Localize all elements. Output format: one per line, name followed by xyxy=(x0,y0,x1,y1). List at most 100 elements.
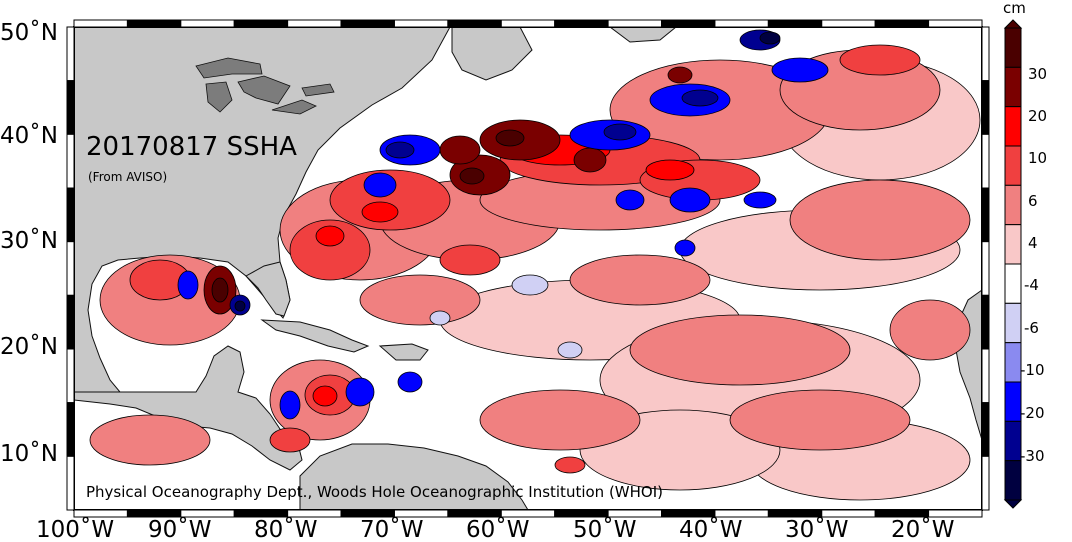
frame-block xyxy=(554,509,609,518)
frame-block xyxy=(821,19,876,28)
frame-block xyxy=(981,187,990,243)
frame-block xyxy=(981,80,990,135)
frame-block xyxy=(447,19,502,28)
frame-block xyxy=(126,19,182,28)
great-lakes xyxy=(195,57,335,115)
frame-block xyxy=(714,509,769,518)
colorbar-swatches xyxy=(1004,27,1022,501)
frame-block xyxy=(340,19,395,28)
colorbar-swatch xyxy=(1004,106,1022,147)
frame-block xyxy=(981,402,990,457)
frame-block xyxy=(607,19,663,28)
longitude-labels: 100˚W 90˚W 80˚W 70˚W 60˚W 50˚W 40˚W 30˚W… xyxy=(36,516,955,542)
frame-block xyxy=(340,509,395,518)
cuba-land xyxy=(260,319,370,353)
colorbar-swatch xyxy=(1004,302,1022,344)
colorbar-swatch xyxy=(1004,27,1022,68)
lon-label-30w: 30˚W xyxy=(785,516,849,542)
colorbar-swatch xyxy=(1004,381,1022,422)
hispaniola-land xyxy=(378,343,429,361)
land-masses xyxy=(74,27,982,510)
lon-label-70w: 70˚W xyxy=(360,516,424,542)
frame-block xyxy=(66,80,75,135)
florida-land xyxy=(245,261,291,317)
colorbar-label-20: 20 xyxy=(1028,107,1047,125)
colorbar-swatch xyxy=(1004,224,1022,265)
colorbar-label-neg30: -30 xyxy=(1020,447,1045,465)
frame-block xyxy=(73,19,128,28)
lon-label-80w: 80˚W xyxy=(254,516,318,542)
colorbar-swatch xyxy=(1004,460,1022,501)
frame-block xyxy=(928,509,983,518)
colorbar-label-neg4: -4 xyxy=(1024,276,1039,294)
frame-block xyxy=(767,509,823,518)
map-frame xyxy=(66,19,990,518)
frame-block xyxy=(393,509,449,518)
frame-block xyxy=(874,19,930,28)
source-note: (From AVISO) xyxy=(88,170,167,184)
colorbar: cm 30 20 10 6 4 -4 -6 -10 -20 -30 xyxy=(1003,0,1047,509)
frame-tick-blocks xyxy=(66,19,990,518)
frame-block xyxy=(287,19,342,28)
frame-block xyxy=(66,402,75,457)
colorbar-label-neg6: -6 xyxy=(1024,319,1039,337)
frame-block xyxy=(66,26,75,82)
frame-block xyxy=(66,294,75,350)
frame-block xyxy=(233,19,289,28)
colorbar-label-6: 6 xyxy=(1028,192,1038,210)
frame-block xyxy=(180,509,235,518)
frame-block xyxy=(714,19,769,28)
lat-label-10: 10˚N xyxy=(0,440,58,467)
frame-block xyxy=(981,241,990,296)
colorbar-label-neg10: -10 xyxy=(1020,361,1045,379)
colorbar-top-arrow xyxy=(1003,19,1023,29)
colorbar-label-4: 4 xyxy=(1028,234,1038,252)
frame-block xyxy=(393,19,449,28)
colorbar-label-30: 30 xyxy=(1028,65,1047,83)
frame-block xyxy=(66,187,75,243)
colorbar-labels: 30 20 10 6 4 -4 -6 -10 -20 -30 xyxy=(1020,65,1047,465)
frame-block xyxy=(661,509,716,518)
frame-block xyxy=(981,294,990,350)
frame-block xyxy=(500,19,556,28)
frame-block xyxy=(981,455,990,511)
lon-label-40w: 40˚W xyxy=(679,516,743,542)
lon-label-100w: 100˚W xyxy=(36,516,114,542)
frame-block xyxy=(767,19,823,28)
frame-block xyxy=(500,509,556,518)
frame-block xyxy=(126,509,182,518)
lon-label-90w: 90˚W xyxy=(148,516,212,542)
ssha-anomaly-field xyxy=(89,29,981,501)
frame-block xyxy=(821,509,876,518)
colorbar-swatch xyxy=(1004,66,1022,108)
frame-block xyxy=(66,241,75,296)
colorbar-swatch xyxy=(1004,420,1022,462)
frame-block xyxy=(66,133,75,189)
map-title: 20170817 SSHA xyxy=(86,132,297,162)
lon-label-60w: 60˚W xyxy=(466,516,530,542)
lat-label-50: 50˚N xyxy=(0,19,58,46)
frame-block xyxy=(981,348,990,404)
frame-block xyxy=(874,509,930,518)
frame-block xyxy=(233,509,289,518)
lon-label-50w: 50˚W xyxy=(573,516,637,542)
frame-block xyxy=(447,509,502,518)
lon-label-20w: 20˚W xyxy=(891,516,955,542)
map-area xyxy=(74,27,982,510)
greenland-edge-land xyxy=(609,27,677,43)
frame-block xyxy=(66,455,75,511)
frame-block xyxy=(661,19,716,28)
colorbar-unit: cm xyxy=(1003,0,1026,17)
colorbar-swatch xyxy=(1004,145,1022,186)
frame-block xyxy=(73,509,128,518)
south-america-land xyxy=(299,443,529,510)
newfoundland-land xyxy=(451,27,533,81)
lat-label-40: 40˚N xyxy=(0,122,58,149)
frame-block xyxy=(554,19,609,28)
colorbar-label-10: 10 xyxy=(1028,149,1047,167)
frame-block xyxy=(928,19,983,28)
frame-block xyxy=(180,19,235,28)
frame-block xyxy=(287,509,342,518)
lat-label-20: 20˚N xyxy=(0,333,58,360)
frame-block xyxy=(66,348,75,404)
